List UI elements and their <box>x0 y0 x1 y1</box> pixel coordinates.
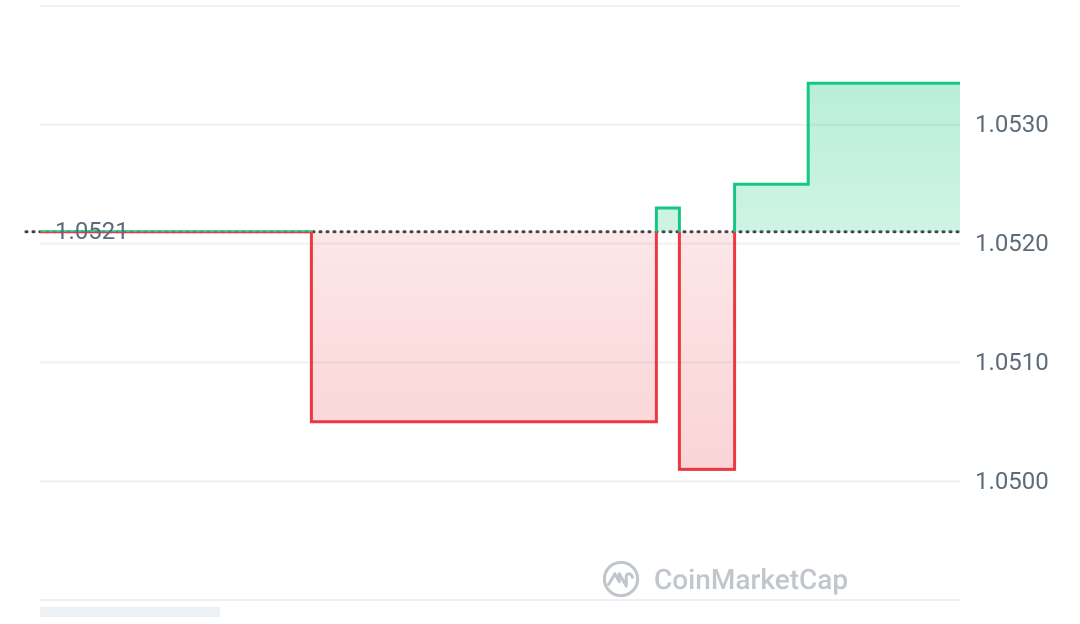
chart-svg <box>0 0 1080 624</box>
price-chart[interactable]: 1.0521 CoinMarketCap 1.0500 1.0510 1.0520 1… <box>0 0 1080 624</box>
y-axis-tick-label: 1.0520 <box>975 229 1049 257</box>
watermark: CoinMarketCap <box>600 558 848 600</box>
y-axis-tick-label: 1.0530 <box>975 110 1049 138</box>
y-axis-tick-label: 1.0500 <box>975 467 1049 495</box>
y-axis-tick-label: 1.0510 <box>975 348 1049 376</box>
baseline-value-label: 1.0521 <box>55 217 129 245</box>
watermark-text: CoinMarketCap <box>654 563 848 596</box>
coinmarketcap-icon <box>600 558 642 600</box>
